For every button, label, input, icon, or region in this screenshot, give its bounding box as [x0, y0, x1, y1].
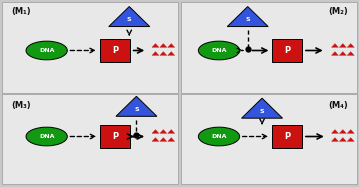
Text: P: P [284, 46, 290, 55]
Polygon shape [160, 44, 167, 47]
Bar [100, 39, 130, 62]
Polygon shape [152, 130, 159, 133]
Polygon shape [339, 130, 346, 133]
Bar [181, 94, 357, 184]
Text: DNA: DNA [211, 134, 227, 139]
Ellipse shape [26, 127, 67, 146]
Polygon shape [152, 52, 159, 55]
Bar [2, 2, 178, 93]
Polygon shape [116, 96, 157, 116]
Polygon shape [242, 98, 283, 118]
Polygon shape [168, 138, 175, 141]
Text: (M₂): (M₂) [328, 7, 348, 16]
Polygon shape [347, 52, 354, 55]
Polygon shape [339, 44, 346, 47]
Text: P: P [112, 132, 118, 141]
Polygon shape [168, 130, 175, 133]
Polygon shape [331, 52, 339, 55]
Text: S: S [246, 17, 250, 22]
Text: DNA: DNA [39, 48, 55, 53]
Polygon shape [331, 138, 339, 141]
Polygon shape [160, 130, 167, 133]
Polygon shape [152, 138, 159, 141]
Bar [100, 125, 130, 148]
Polygon shape [227, 7, 268, 27]
Polygon shape [347, 130, 354, 133]
Text: S: S [260, 109, 264, 114]
Text: S: S [127, 17, 131, 22]
Bar [181, 2, 357, 93]
Ellipse shape [198, 41, 240, 60]
Ellipse shape [26, 41, 67, 60]
Polygon shape [331, 44, 339, 47]
Ellipse shape [198, 127, 240, 146]
Bar [272, 39, 302, 62]
Text: P: P [284, 132, 290, 141]
Polygon shape [152, 44, 159, 47]
Bar [2, 94, 178, 184]
Polygon shape [347, 138, 354, 141]
Text: (M₁): (M₁) [11, 7, 31, 16]
Text: DNA: DNA [211, 48, 227, 53]
Text: S: S [134, 107, 139, 112]
Text: (M₃): (M₃) [11, 101, 31, 110]
Text: P: P [112, 46, 118, 55]
Polygon shape [339, 52, 346, 55]
Polygon shape [160, 138, 167, 141]
Bar [272, 125, 302, 148]
Text: (M₄): (M₄) [328, 101, 348, 110]
Polygon shape [168, 44, 175, 47]
Polygon shape [160, 52, 167, 55]
Polygon shape [109, 7, 150, 27]
Text: DNA: DNA [39, 134, 55, 139]
Polygon shape [339, 138, 346, 141]
Polygon shape [331, 130, 339, 133]
Polygon shape [347, 44, 354, 47]
Polygon shape [168, 52, 175, 55]
